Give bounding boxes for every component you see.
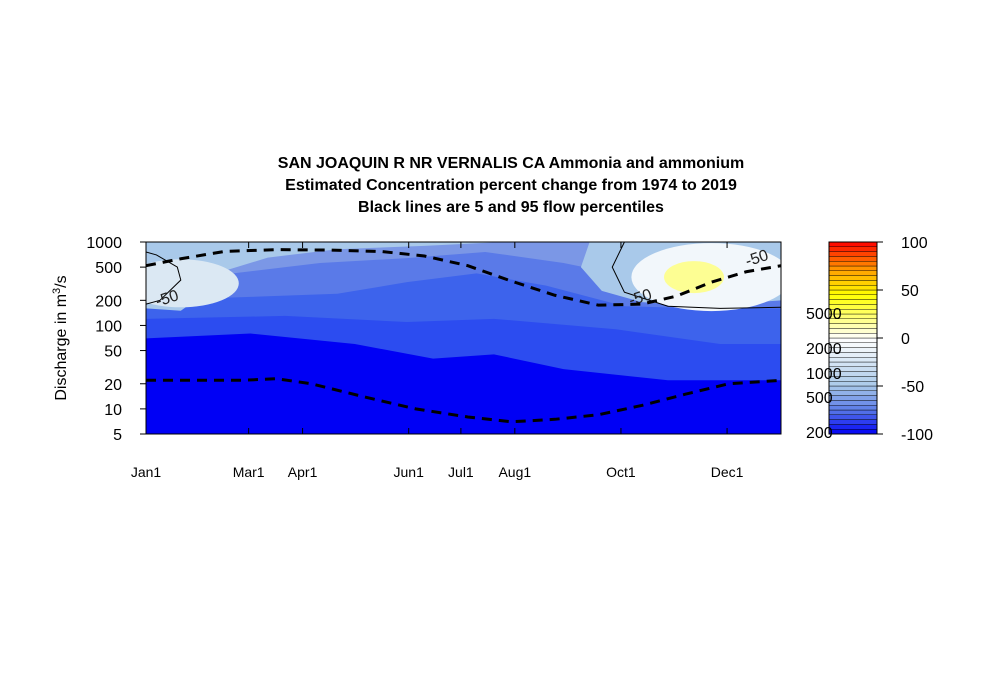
title-line-2: Estimated Concentration percent change f… — [285, 177, 737, 194]
colorbar-step-1 — [828, 424, 878, 430]
fill-band-5 — [146, 242, 503, 311]
y-tick-label-5: 20 — [104, 377, 122, 394]
colorbar-step-0 — [828, 429, 878, 435]
colorbar-tick-label-3: -50 — [901, 379, 924, 396]
colorbar-step-27 — [828, 299, 878, 305]
contour-label-3: -50 — [743, 247, 770, 270]
title-line-3: Black lines are 5 and 95 flow percentile… — [358, 199, 664, 216]
chart-title: SAN JOAQUIN R NR VERNALIS CA Ammonia and… — [146, 153, 876, 219]
colorbar-step-2 — [828, 419, 878, 425]
fill-band-9 — [664, 261, 725, 294]
x-axis: Jan1 Mar1 Apr1 Jun1 Jul1 Aug1 Oct1 Dec1 — [131, 242, 744, 480]
colorbar-step-7 — [828, 395, 878, 401]
colorbar-step-31 — [828, 280, 878, 286]
colorbar-step-39 — [828, 241, 878, 248]
colorbar-step-5 — [828, 405, 878, 411]
colorbar-step-9 — [828, 385, 878, 392]
x-tick-label-4: Jul1 — [448, 464, 474, 480]
y-axis-label: Discharge in m3/s — [51, 275, 70, 400]
colorbar-step-21 — [828, 328, 878, 334]
y-tick-label-2: 200 — [95, 293, 122, 310]
contour-fill — [146, 242, 781, 434]
y-tick-label-1: 500 — [95, 260, 122, 277]
colorbar-overlay-label-3: 500 — [806, 390, 833, 407]
colorbar-overlay-label-0: 5000 — [806, 306, 842, 323]
colorbar-step-20 — [828, 333, 878, 339]
y-axis-label-sup: 3 — [51, 288, 63, 294]
colorbar-step-4 — [828, 409, 878, 416]
contour-line-1 — [146, 251, 182, 305]
y-axis: 1000 500 200 100 50 20 10 5 — [86, 235, 146, 444]
y-tick-label-4: 50 — [104, 344, 122, 361]
plot-frame — [145, 241, 782, 435]
colorbar-step-8 — [828, 390, 878, 396]
colorbar-tick-label-0: 100 — [901, 235, 928, 252]
colorbar-step-28 — [828, 294, 878, 300]
colorbar-tick-label-4: -100 — [901, 427, 933, 444]
colorbar-step-38 — [828, 246, 878, 252]
colorbar-step-37 — [828, 251, 878, 257]
colorbar-step-35 — [828, 261, 878, 267]
flow-percentile-5-line — [146, 377, 781, 424]
colorbar-step-22 — [828, 323, 878, 329]
y-tick-label-7: 5 — [113, 427, 122, 444]
x-tick-label-7: Dec1 — [711, 464, 744, 480]
colorbar-step-6 — [828, 400, 878, 406]
y-axis-label-main: Discharge in m — [53, 294, 70, 401]
x-tick-label-6: Oct1 — [606, 464, 636, 480]
colorbar-step-30 — [828, 285, 878, 291]
colorbar-overlay-label-2: 1000 — [806, 366, 842, 383]
colorbar-overlay-label-4: 200 — [806, 425, 833, 442]
x-tick-label-2: Apr1 — [288, 464, 318, 480]
y-tick-label-0: 1000 — [86, 235, 122, 252]
x-tick-label-3: Jun1 — [394, 464, 425, 480]
y-axis-label-tail: /s — [53, 275, 70, 287]
x-tick-label-0: Jan1 — [131, 464, 162, 480]
x-tick-label-5: Aug1 — [498, 464, 531, 480]
colorbar-overlay-label-1: 2000 — [806, 341, 842, 358]
y-tick-label-3: 100 — [95, 318, 122, 335]
colorbar-step-3 — [828, 414, 878, 420]
colorbar-step-33 — [828, 270, 878, 276]
colorbar-step-29 — [828, 289, 878, 296]
colorbar-tick-label-1: 50 — [901, 283, 919, 300]
title-line-1: SAN JOAQUIN R NR VERNALIS CA Ammonia and… — [277, 155, 745, 172]
colorbar-step-32 — [828, 275, 878, 281]
colorbar-tick-label-2: 0 — [901, 331, 910, 348]
y-tick-label-6: 10 — [104, 402, 122, 419]
contour-label-1: -50 — [154, 287, 181, 310]
contour-lines: -50 -50-50 — [146, 242, 781, 424]
contour-line-2 — [611, 242, 781, 309]
flow-percentile-95-line — [146, 248, 781, 307]
colorbar-step-36 — [828, 256, 878, 262]
fill-band-7 — [146, 259, 239, 308]
x-tick-label-1: Mar1 — [233, 464, 265, 480]
colorbar-step-34 — [828, 265, 878, 272]
